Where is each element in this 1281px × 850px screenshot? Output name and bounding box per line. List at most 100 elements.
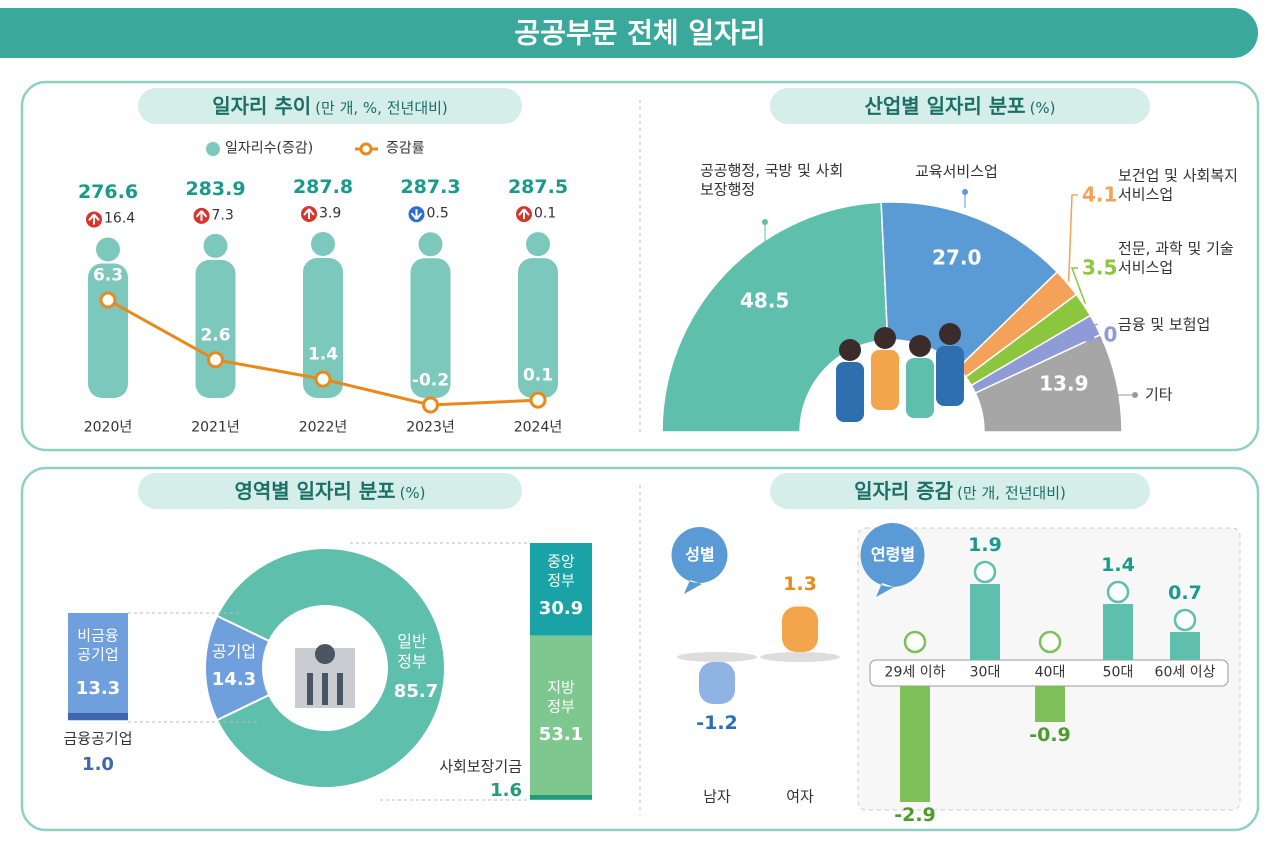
section-title: 영역별 일자리 분포 (%) — [138, 473, 522, 509]
x-tick-label: 50대 — [1102, 664, 1134, 681]
change-arrow — [195, 210, 208, 221]
page-title: 공공부문 전체 일자리 — [514, 16, 766, 50]
legend-label: 일자리수(증감) — [225, 140, 314, 157]
value-label: 1.3 — [783, 572, 817, 595]
stack-segment — [68, 712, 128, 721]
value-label: 13.9 — [1039, 371, 1089, 396]
line-label: 1.4 — [307, 344, 339, 365]
value-label: 3.0 — [1082, 322, 1118, 347]
change-label: 7.3 — [211, 207, 234, 224]
legend-label: 증감률 — [386, 140, 425, 157]
bubble — [860, 523, 925, 597]
value-label: 4.1 — [1082, 182, 1118, 207]
value-label: 276.6 — [77, 181, 139, 204]
line-point — [422, 396, 439, 414]
value-label: 14.3 — [211, 668, 257, 690]
value-label: 3.5 — [1082, 255, 1118, 280]
value-label: 287.3 — [400, 176, 461, 199]
figure-head — [839, 339, 861, 361]
stack-segment — [530, 795, 592, 800]
x-tick-label: 2023년 — [406, 419, 455, 436]
change-label: 0.5 — [426, 205, 449, 222]
bubble — [671, 527, 728, 594]
connector — [128, 612, 260, 723]
category-label: 기타 — [1145, 385, 1173, 404]
line-point — [314, 370, 332, 388]
figure-body — [836, 362, 864, 422]
section-title: 일자리 증감 (만 개, 전년대비) — [770, 473, 1150, 509]
change-arrow — [410, 209, 423, 220]
x-tick-label: 2021년 — [191, 419, 240, 436]
value-label: 27.0 — [932, 245, 982, 270]
bar-head — [96, 237, 120, 262]
bar — [900, 686, 930, 802]
donut-slice — [204, 614, 271, 722]
category-label: 중앙정부 — [547, 552, 575, 590]
x-tick-label: 2022년 — [298, 419, 348, 436]
value-label: -1.2 — [696, 712, 738, 735]
section-title: 일자리 추이 (만 개, %, 전년대비) — [138, 88, 522, 124]
line-point — [99, 291, 117, 309]
stack-segment — [68, 613, 128, 713]
base-disk — [677, 652, 757, 662]
subtitle: (%) — [399, 484, 426, 502]
category-label: 금융 및 보험업 — [1118, 315, 1211, 334]
bar — [970, 584, 1000, 660]
bar — [518, 258, 558, 398]
building-emblem — [315, 644, 335, 664]
figure-head — [909, 335, 931, 357]
leader — [1071, 323, 1098, 336]
bar — [699, 662, 735, 704]
value-label: 283.9 — [185, 178, 246, 201]
bar — [782, 606, 818, 652]
line-label: -0.2 — [411, 370, 450, 391]
value-label: 287.8 — [292, 176, 354, 199]
subtitle: (%) — [1029, 99, 1056, 117]
change-arrow — [88, 213, 100, 225]
change-label: 16.4 — [104, 210, 136, 227]
x-tick-label: 29세 이하 — [884, 664, 946, 681]
base-disk — [760, 652, 840, 662]
building-column — [307, 673, 313, 705]
bar — [1035, 686, 1065, 722]
bar-head — [203, 233, 228, 258]
x-tick-label: 남자 — [703, 787, 731, 806]
title: 영역별 일자리 분포 — [234, 479, 396, 503]
subtitle: (만 개, %, 전년대비) — [315, 99, 448, 117]
category-label: 전문, 과학 및 기술서비스업 — [1118, 239, 1234, 276]
x-tick-label: 30대 — [969, 664, 1001, 681]
bar-head — [418, 232, 443, 257]
category-label: 사회보장기금 — [439, 757, 522, 776]
figure-body — [871, 350, 899, 410]
figure-head — [939, 323, 961, 345]
value-label: 13.3 — [75, 677, 121, 699]
subtitle: (만 개, 전년대비) — [957, 484, 1066, 502]
category-label: 금융공기업 — [63, 729, 133, 748]
category-label: 비금융공기업 — [77, 626, 119, 663]
pie-slice — [974, 333, 1123, 433]
figure-body — [936, 346, 964, 406]
x-tick-label: 2020년 — [83, 419, 133, 436]
figure-head — [874, 327, 896, 349]
donut-slice — [215, 547, 446, 789]
person-icon — [903, 630, 927, 654]
bar — [303, 258, 343, 398]
leader-dot — [762, 219, 768, 225]
person-icon — [1173, 608, 1197, 632]
legend-swatch — [359, 142, 373, 156]
line-point — [207, 351, 224, 369]
category-label: 지방정부 — [547, 678, 575, 716]
value-label: 30.9 — [538, 598, 584, 620]
title: 일자리 추이 — [212, 94, 312, 118]
change-label: 3.9 — [319, 205, 342, 222]
x-tick-label: 60세 이상 — [1154, 664, 1216, 681]
value-label: 287.5 — [507, 176, 569, 199]
bar — [1103, 604, 1133, 660]
change-arrow — [518, 208, 530, 220]
x-tick-label: 2024년 — [513, 419, 563, 436]
person-icon — [973, 560, 997, 584]
value-label: 53.1 — [538, 724, 584, 746]
person-icon — [1106, 580, 1130, 604]
change-arrow — [303, 208, 315, 219]
